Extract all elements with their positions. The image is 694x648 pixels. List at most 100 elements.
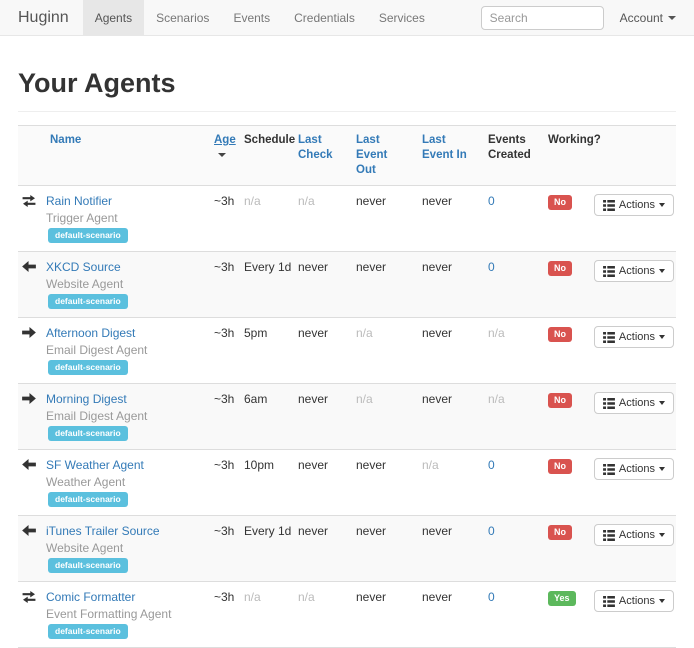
scenario-badge[interactable]: default-scenario bbox=[48, 426, 128, 441]
working-badge: No bbox=[548, 327, 572, 342]
header-last-event-out[interactable]: Last Event Out bbox=[348, 125, 414, 186]
last-check-cell: n/a bbox=[298, 590, 315, 604]
last-event-in-cell: never bbox=[422, 590, 453, 604]
direction-cell bbox=[18, 252, 42, 318]
scenario-badge[interactable]: default-scenario bbox=[48, 360, 128, 375]
working-cell: No bbox=[540, 318, 596, 384]
last-event-in-cell: never bbox=[422, 260, 453, 274]
scenario-badge[interactable]: default-scenario bbox=[48, 558, 128, 573]
agent-name-link[interactable]: XKCD Source bbox=[46, 260, 121, 274]
actions-button[interactable]: Actions bbox=[593, 458, 674, 480]
nav-item-services[interactable]: Services bbox=[378, 10, 425, 25]
list-icon bbox=[602, 199, 615, 211]
header-events-created: Events Created bbox=[480, 125, 540, 186]
schedule-cell: n/a bbox=[244, 194, 261, 208]
name-cell: Morning Digest Email Digest Agent defaul… bbox=[42, 384, 206, 450]
agent-type-label: Email Digest Agent bbox=[46, 409, 148, 423]
nav-item-credentials[interactable]: Credentials bbox=[294, 10, 355, 25]
working-badge: No bbox=[548, 459, 572, 474]
working-badge: No bbox=[548, 195, 572, 210]
direction-cell bbox=[18, 186, 42, 252]
last-check-cell: never bbox=[298, 524, 329, 538]
last-event-out-cell: never bbox=[356, 260, 387, 274]
name-cell: Rain Notifier Trigger Agent default-scen… bbox=[42, 186, 206, 252]
title-divider bbox=[18, 111, 676, 112]
actions-button[interactable]: Actions bbox=[593, 194, 674, 216]
agent-type-label: Website Agent bbox=[46, 541, 124, 555]
arrow-right-icon bbox=[22, 327, 42, 338]
header-actions-spacer bbox=[596, 125, 676, 186]
chevron-down-icon bbox=[659, 533, 665, 537]
agent-name-link[interactable]: Afternoon Digest bbox=[46, 326, 136, 340]
chevron-down-icon bbox=[659, 599, 665, 603]
nav-item-events[interactable]: Events bbox=[233, 10, 271, 25]
working-cell: No bbox=[540, 252, 596, 318]
actions-button[interactable]: Actions bbox=[593, 260, 674, 282]
agent-name-link[interactable]: Comic Formatter bbox=[46, 590, 136, 604]
events-created-cell[interactable]: 0 bbox=[488, 524, 495, 538]
actions-button[interactable]: Actions bbox=[593, 524, 674, 546]
age-cell: ~3h bbox=[214, 392, 235, 406]
working-cell: No bbox=[540, 450, 596, 516]
scenario-badge[interactable]: default-scenario bbox=[48, 492, 128, 507]
last-event-in-cell: never bbox=[422, 392, 453, 406]
schedule-cell: 6am bbox=[244, 392, 268, 406]
events-created-cell[interactable]: 0 bbox=[488, 260, 495, 274]
arrow-right-icon bbox=[22, 393, 42, 404]
agent-name-link[interactable]: iTunes Trailer Source bbox=[46, 524, 160, 538]
table-row: XKCD Source Website Agent default-scenar… bbox=[18, 251, 676, 318]
chevron-down-icon bbox=[659, 203, 665, 207]
chevron-down-icon bbox=[659, 401, 665, 405]
scenario-badge[interactable]: default-scenario bbox=[48, 624, 128, 639]
name-cell: Comic Formatter Event Formatting Agent d… bbox=[42, 582, 206, 648]
last-event-out-cell: never bbox=[356, 458, 387, 472]
table-row: Rain Notifier Trigger Agent default-scen… bbox=[18, 186, 676, 252]
scenario-badge[interactable]: default-scenario bbox=[48, 228, 128, 243]
age-cell: ~3h bbox=[214, 524, 235, 538]
agent-type-label: Website Agent bbox=[46, 277, 124, 291]
working-cell: No bbox=[540, 384, 596, 450]
events-created-cell[interactable]: 0 bbox=[488, 590, 495, 604]
events-created-cell[interactable]: 0 bbox=[488, 194, 495, 208]
arrow-left-icon bbox=[22, 525, 42, 536]
actions-cell: Actions bbox=[593, 384, 676, 450]
actions-cell: Actions bbox=[593, 318, 676, 384]
actions-cell: Actions bbox=[593, 186, 676, 252]
actions-button[interactable]: Actions bbox=[593, 590, 674, 612]
brand-logo[interactable]: Huginn bbox=[18, 8, 69, 26]
schedule-cell: 10pm bbox=[244, 458, 275, 472]
agent-name-link[interactable]: Morning Digest bbox=[46, 392, 127, 406]
working-badge: No bbox=[548, 525, 572, 540]
search-input[interactable] bbox=[480, 5, 604, 30]
arrow-left-icon bbox=[22, 261, 42, 272]
scenario-badge[interactable]: default-scenario bbox=[48, 294, 128, 309]
last-event-out-cell: never bbox=[356, 524, 387, 538]
actions-button[interactable]: Actions bbox=[593, 392, 674, 414]
last-event-in-cell: n/a bbox=[422, 458, 439, 472]
nav-item-agents[interactable]: Agents bbox=[82, 0, 145, 35]
table-row: iTunes Trailer Source Website Agent defa… bbox=[18, 515, 676, 582]
agent-type-label: Event Formatting Agent bbox=[46, 607, 172, 621]
nav-item-scenarios[interactable]: Scenarios bbox=[156, 10, 210, 25]
age-cell: ~3h bbox=[214, 194, 235, 208]
events-created-cell[interactable]: 0 bbox=[488, 458, 495, 472]
last-event-out-cell: never bbox=[356, 590, 387, 604]
account-label: Account bbox=[619, 10, 663, 25]
list-icon bbox=[602, 331, 615, 343]
agent-name-link[interactable]: SF Weather Agent bbox=[46, 458, 144, 472]
header-name[interactable]: Name bbox=[42, 125, 206, 186]
header-age[interactable]: Age bbox=[206, 125, 236, 186]
schedule-cell: 5pm bbox=[244, 326, 268, 340]
list-icon bbox=[602, 265, 615, 277]
list-icon bbox=[602, 529, 615, 541]
age-cell: ~3h bbox=[214, 260, 235, 274]
direction-cell bbox=[18, 450, 42, 516]
header-last-check[interactable]: Last Check bbox=[290, 125, 348, 186]
header-last-event-in[interactable]: Last Event In bbox=[414, 125, 480, 186]
last-event-out-cell: never bbox=[356, 194, 387, 208]
account-menu[interactable]: Account bbox=[604, 11, 694, 25]
actions-button[interactable]: Actions bbox=[593, 326, 674, 348]
navbar-menu: Agents Scenarios Events Credentials Services bbox=[82, 0, 437, 35]
agent-name-link[interactable]: Rain Notifier bbox=[46, 194, 113, 208]
last-event-in-cell: never bbox=[422, 194, 453, 208]
